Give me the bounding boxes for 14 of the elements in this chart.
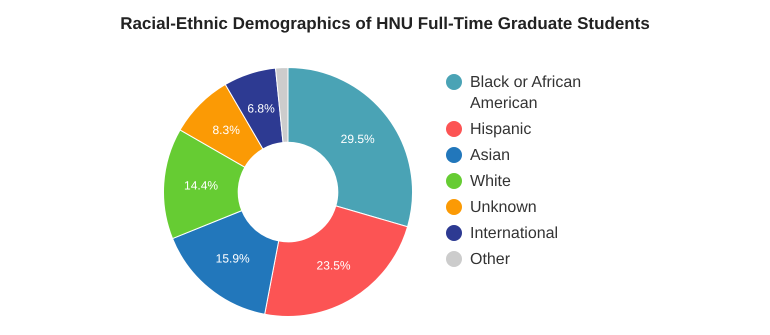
chart-title: Racial-Ethnic Demographics of HNU Full-Time Graduate Students: [119, 14, 651, 34]
legend-label: International: [470, 224, 560, 244]
data-label: 6.8%: [247, 101, 276, 116]
data-label: 15.9%: [216, 252, 250, 266]
legend-label: Black or African American: [470, 73, 582, 114]
data-label: 14.4%: [184, 178, 218, 192]
data-label: 8.3%: [212, 122, 240, 137]
legend-label: White: [470, 172, 512, 192]
legend-label: Hispanic: [470, 120, 532, 140]
data-label: 23.5%: [316, 258, 351, 273]
legend-label: Asian: [470, 146, 512, 166]
legend-label: Unknown: [470, 198, 538, 218]
data-label: 29.5%: [340, 132, 376, 146]
legend-label: Other: [470, 250, 512, 270]
